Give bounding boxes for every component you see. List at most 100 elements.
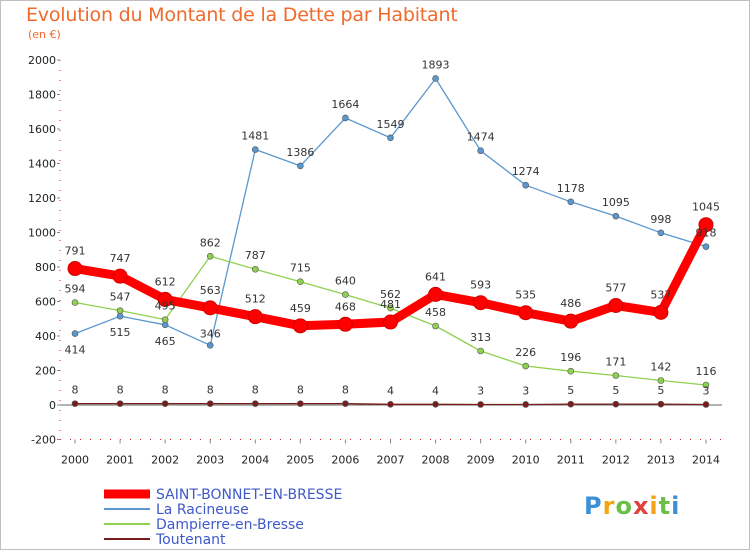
y-tick-label: 1200 <box>28 192 56 205</box>
data-point <box>477 147 484 155</box>
data-label: 3 <box>522 384 529 397</box>
data-point <box>342 114 349 122</box>
data-point <box>702 401 710 408</box>
data-label: 715 <box>290 262 311 275</box>
data-label: 458 <box>425 306 446 319</box>
x-tick-label: 2011 <box>557 454 585 467</box>
data-point <box>477 347 484 355</box>
x-tick-label: 2002 <box>151 454 179 467</box>
data-point <box>563 313 579 329</box>
data-point <box>522 362 530 370</box>
data-point <box>251 400 259 407</box>
data-point <box>116 307 124 314</box>
data-label: 5 <box>657 384 664 397</box>
data-label: 8 <box>207 384 214 397</box>
y-tick-label: 200 <box>35 365 56 378</box>
data-point <box>71 299 79 306</box>
data-point <box>698 217 714 233</box>
data-label: 465 <box>155 335 176 348</box>
data-label: 1893 <box>422 58 450 71</box>
x-tick-label: 2000 <box>61 454 89 467</box>
data-point <box>612 212 620 220</box>
data-point <box>206 342 214 349</box>
data-point <box>473 295 489 311</box>
data-label: 4 <box>387 384 394 397</box>
x-tick-label: 2003 <box>196 454 224 467</box>
data-point <box>387 304 394 312</box>
data-label: 142 <box>650 361 671 374</box>
data-label: 640 <box>335 275 356 288</box>
data-label: 1274 <box>512 165 540 178</box>
data-point <box>202 300 218 316</box>
y-tick-label: 1000 <box>28 227 56 240</box>
y-tick-label: 2000 <box>28 54 56 67</box>
data-label: 171 <box>605 356 626 369</box>
data-point <box>157 291 173 307</box>
y-tick-label: -200 <box>31 434 56 447</box>
data-label: 414 <box>65 344 86 357</box>
data-point <box>428 286 444 302</box>
legend-label: La Racineuse <box>156 502 249 518</box>
data-label: 577 <box>605 281 626 294</box>
data-point <box>522 401 530 408</box>
data-label: 313 <box>470 331 491 344</box>
data-point <box>608 297 624 313</box>
proxiti-logo: Proxiti <box>584 492 681 520</box>
data-point <box>432 401 439 408</box>
data-label: 8 <box>162 384 169 397</box>
y-tick-label: 800 <box>35 261 56 274</box>
y-tick-label: 400 <box>35 330 56 343</box>
data-label: 998 <box>650 213 671 226</box>
x-tick-label: 2013 <box>647 454 675 467</box>
data-label: 468 <box>335 300 356 313</box>
chart-title: Evolution du Montant de la Dette par Hab… <box>26 4 458 26</box>
data-point <box>297 278 304 285</box>
legend-label: SAINT-BONNET-EN-BRESSE <box>156 487 342 503</box>
data-label: 862 <box>200 236 221 249</box>
data-label: 641 <box>425 270 446 283</box>
data-point <box>657 400 665 408</box>
data-point <box>382 314 398 330</box>
data-label: 562 <box>380 288 401 301</box>
chart-axes: -200 0 200 400 600 800 1000 1200 1400 1600 1800 200… <box>28 54 722 467</box>
data-point <box>702 243 710 250</box>
data-label: 594 <box>65 283 86 296</box>
data-label: 1178 <box>557 182 585 195</box>
data-point <box>247 309 263 325</box>
data-point <box>206 400 214 407</box>
data-label: 116 <box>695 365 716 378</box>
data-point <box>67 261 83 277</box>
data-label: 535 <box>515 289 536 302</box>
x-tick-label: 2010 <box>512 454 540 467</box>
x-tick-label: 2014 <box>692 454 720 467</box>
data-label: 8 <box>252 384 259 397</box>
data-point <box>432 322 439 330</box>
data-point <box>71 330 79 337</box>
data-point <box>612 400 620 408</box>
data-label: 747 <box>110 252 131 265</box>
data-point <box>251 146 259 153</box>
data-point <box>657 377 665 384</box>
data-point <box>161 316 169 323</box>
data-point <box>71 400 79 407</box>
x-tick-label: 2001 <box>106 454 134 467</box>
data-label: 8 <box>342 384 349 397</box>
data-point <box>342 400 349 407</box>
x-tick-label: 2008 <box>422 454 450 467</box>
data-label: 486 <box>560 297 581 310</box>
data-label: 196 <box>560 351 581 364</box>
data-point <box>292 318 308 334</box>
data-labels: 414 515 465 346 1481 1386 1664 1549 1893 1474 1274… <box>65 58 720 397</box>
y-tick-label: 600 <box>35 296 56 309</box>
x-tick-label: 2007 <box>376 454 404 467</box>
data-label: 515 <box>110 326 131 339</box>
data-label: 3 <box>477 384 484 397</box>
data-label: 593 <box>470 279 491 292</box>
data-point <box>477 401 484 408</box>
data-label: 1045 <box>692 201 720 214</box>
y-tick-label: 1600 <box>28 123 56 136</box>
data-label: 4 <box>432 384 439 397</box>
data-point <box>116 312 124 320</box>
data-label: 1095 <box>602 196 630 209</box>
